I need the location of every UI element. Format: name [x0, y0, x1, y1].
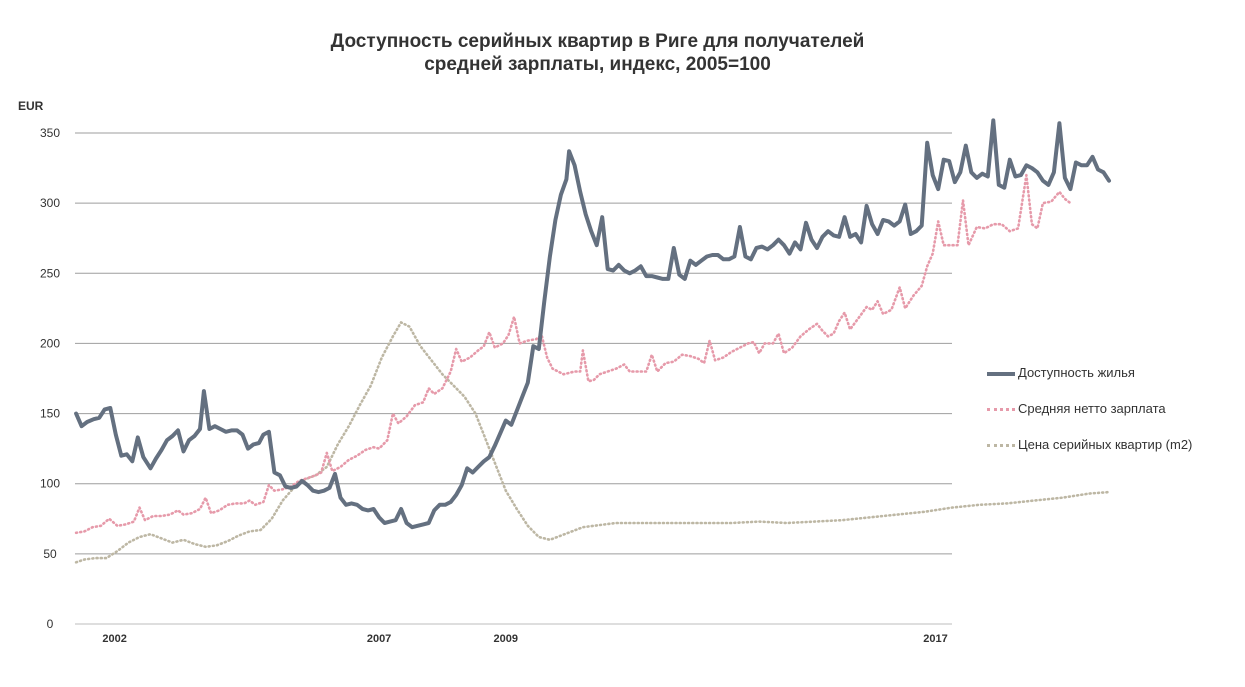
y-axis-ticks: 0 50 100 150 200 250 300 350: [40, 126, 60, 631]
series-line-0: [74, 118, 1111, 530]
legend-item-affordability: Доступность жилья: [987, 363, 1237, 399]
legend-item-salary: Средняя нетто зарплата: [987, 399, 1237, 435]
legend-item-price: Цена серийных квартир (m2): [987, 435, 1237, 471]
y-tick-label: 350: [40, 126, 60, 140]
chart-title-line-1: Доступность серийных квартир в Риге для …: [330, 31, 865, 52]
legend-label-salary: Средняя нетто зарплата: [1018, 401, 1166, 416]
x-tick-label: 2017: [923, 633, 947, 645]
series-line-2: [74, 321, 1111, 564]
y-tick-label: 0: [47, 617, 54, 631]
series-layer: [74, 118, 1111, 564]
y-tick-label: 300: [40, 196, 60, 210]
x-tick-label: 2002: [102, 633, 126, 645]
chart-title: Доступность серийных квартир в Риге для …: [250, 30, 945, 76]
legend: Доступность жилья Средняя нетто зарплата…: [987, 363, 1237, 471]
gridlines: [75, 132, 952, 625]
legend-swatch-salary: [987, 408, 1015, 411]
y-tick-label: 200: [40, 336, 60, 350]
legend-label-price: Цена серийных квартир (m2): [1018, 437, 1193, 452]
y-tick-label: 100: [40, 477, 60, 491]
y-tick-label: 150: [40, 407, 60, 421]
legend-swatch-price: [987, 444, 1015, 447]
chart-title-line-2: средней зарплаты, индекс, 2005=100: [424, 54, 771, 75]
x-tick-label: 2007: [367, 633, 391, 645]
x-axis-ticks: 2002 2007 2009 2017: [102, 633, 947, 645]
series-line-1: [74, 173, 1072, 535]
y-axis-unit-label: EUR: [18, 99, 44, 113]
legend-swatch-affordability: [987, 372, 1015, 376]
y-tick-label: 50: [43, 547, 57, 561]
y-tick-label: 250: [40, 266, 60, 280]
legend-label-affordability: Доступность жилья: [1018, 365, 1135, 380]
x-tick-label: 2009: [494, 633, 518, 645]
